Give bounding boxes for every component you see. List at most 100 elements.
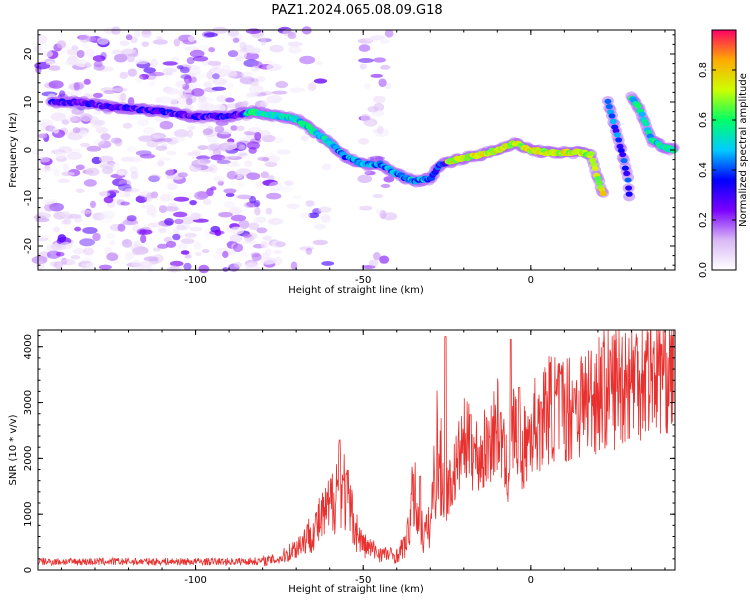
- spectrogram-blob: [218, 143, 233, 152]
- spectrogram-blob: [253, 199, 261, 208]
- spectrogram-blob: [109, 240, 116, 246]
- spectrogram-blob: [251, 65, 260, 72]
- spectrogram-blob: [138, 135, 154, 142]
- spectrogram-blob: [264, 257, 277, 265]
- spectrogram-blob: [206, 144, 220, 152]
- spectrogram-blob: [246, 172, 261, 180]
- spectrogram-blob: [132, 224, 141, 233]
- spectrogram-blob: [74, 226, 82, 232]
- spectrogram-blob: [120, 156, 135, 162]
- ridge-core: [616, 143, 624, 149]
- spectrogram-blob: [42, 50, 54, 58]
- spectrogram-blob: [85, 35, 97, 42]
- spectrogram-blob: [173, 129, 189, 138]
- spectrogram-blob: [234, 142, 246, 150]
- spectrogram-blob: [126, 215, 137, 222]
- spectrogram-blob: [141, 29, 152, 38]
- spectrogram-blob: [155, 145, 168, 151]
- spectrogram-blob: [119, 71, 129, 80]
- snr-y-tick-label: 4000: [23, 334, 34, 359]
- spectrogram-blob: [234, 174, 245, 181]
- spectrogram-blob: [214, 68, 228, 77]
- spectrogram-blob: [95, 126, 109, 134]
- spectrogram-blob: [184, 253, 192, 259]
- spectrogram-blob: [46, 250, 61, 259]
- spectrogram-blob: [260, 241, 268, 249]
- spectrogram-blob: [258, 130, 271, 138]
- spectrogram-blob: [37, 206, 44, 214]
- spectrogram-blob: [158, 157, 172, 162]
- spectrogram-blob: [66, 151, 83, 160]
- spectrogram-blob: [229, 234, 243, 243]
- spectrogram-blob: [219, 69, 231, 78]
- spectrogram-blob: [266, 94, 283, 104]
- spectrogram-blob: [243, 52, 260, 61]
- spectrogram-blob: [358, 138, 369, 145]
- spectrogram-blob: [53, 167, 61, 177]
- spectrogram-blob: [164, 217, 174, 226]
- spectrogram-blob: [81, 41, 89, 49]
- spectrogram-blob: [250, 252, 261, 258]
- spectrogram-blob: [84, 62, 92, 68]
- spectrogram-blob: [232, 37, 240, 43]
- spectrogram-blob: [111, 49, 123, 55]
- spectrogram-blob: [116, 191, 128, 198]
- spectrogram-blob: [149, 174, 161, 181]
- spectrogram-y-tick-label: 10: [23, 96, 34, 109]
- spectrogram-blob: [83, 247, 94, 256]
- spectrogram-blob: [162, 61, 178, 66]
- spectrogram-blob: [133, 240, 140, 248]
- ridge-core: [609, 118, 617, 124]
- spectrogram-blob: [92, 212, 105, 221]
- spectrogram-blob: [150, 58, 158, 68]
- spectrogram-blob: [174, 96, 187, 104]
- spectrogram-blob: [208, 142, 222, 151]
- spectrogram-blob: [62, 118, 70, 126]
- spectrogram-blob: [305, 200, 315, 207]
- spectrogram-blob: [266, 63, 282, 72]
- spectrogram-blob: [98, 140, 112, 149]
- spectrogram-blob: [299, 246, 315, 251]
- snr-x-tick-label: -100: [184, 575, 207, 586]
- spectrogram-blob: [320, 214, 331, 223]
- spectrogram-blob: [201, 249, 210, 254]
- ridge-core: [591, 165, 599, 171]
- spectrogram-blob: [139, 153, 156, 159]
- spectrogram-blob: [189, 200, 197, 206]
- spectrogram-blob: [68, 116, 79, 122]
- spectrogram-blob: [61, 211, 71, 219]
- spectrogram-blob: [197, 145, 208, 151]
- snr-panel: -100 -50 0 0 1000 2000 3000 4000 Height of str…: [8, 329, 676, 595]
- spectrogram-blob: [254, 216, 267, 224]
- spectrogram-blob: [106, 252, 119, 261]
- spectrogram-blob: [120, 201, 131, 206]
- ridge-core: [587, 151, 595, 157]
- ridge-core: [615, 137, 623, 143]
- spectrogram-blob: [61, 259, 76, 266]
- spectrogram-blob: [265, 155, 281, 163]
- spectrogram-blob: [83, 179, 97, 187]
- spectrogram-blob: [64, 59, 79, 66]
- spectrogram-blob: [62, 163, 69, 173]
- spectrogram-blob: [131, 247, 142, 256]
- spectrogram-blob: [206, 71, 213, 80]
- spectrogram-x-tick-label: -50: [355, 275, 371, 286]
- spectrogram-blob: [38, 251, 51, 260]
- spectrogram-blob: [286, 203, 300, 210]
- spectrogram-blob: [114, 53, 128, 63]
- snr-y-tick-label: 0: [23, 567, 34, 573]
- spectrogram-blob: [93, 139, 105, 145]
- colorbar-tick-label: 0.6: [698, 112, 709, 128]
- spectrogram-blob: [53, 261, 64, 270]
- spectrogram-blob: [299, 212, 311, 219]
- spectrogram-blob: [59, 241, 73, 250]
- spectrogram-blob: [237, 51, 247, 59]
- spectrogram-blob: [93, 64, 105, 71]
- spectrogram-blob: [300, 135, 310, 141]
- spectrogram-blob: [370, 35, 386, 41]
- ridge-core: [604, 98, 612, 104]
- spectrogram-blob: [72, 127, 81, 134]
- spectrogram-blob: [173, 38, 181, 47]
- spectrogram-blob: [288, 46, 302, 54]
- spectrogram-blob: [80, 142, 91, 148]
